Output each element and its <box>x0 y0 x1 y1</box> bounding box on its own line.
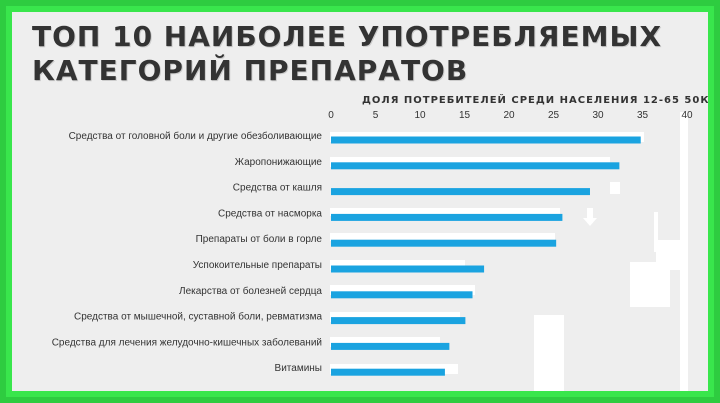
x-tick-label: 10 <box>414 110 426 121</box>
x-tick-label: 0 <box>328 110 334 121</box>
category-label: Средства от головной боли и другие обезб… <box>69 130 323 142</box>
x-tick-label: 25 <box>548 110 560 121</box>
bar <box>331 136 641 144</box>
x-axis-title: ДОЛЯ ПОТРЕБИТЕЛЕЙ СРЕДИ НАСЕЛЕНИЯ 12-65 … <box>362 95 708 106</box>
x-tick-label: 40 <box>681 110 693 121</box>
x-tick-label: 15 <box>459 110 471 121</box>
category-label: Средства для лечения желудочно-кишечных … <box>52 336 322 348</box>
bar <box>331 342 450 350</box>
page-title: ТОП 10 НАИБОЛЕЕ УПОТРЕБЛЯЕМЫХ КАТЕГОРИЙ … <box>32 20 663 87</box>
bar-chart: 0 5 10 15 20 25 30 35 40 Средства от головной бо… <box>52 110 693 391</box>
x-tick-label: 20 <box>503 110 515 121</box>
bar <box>331 368 445 376</box>
x-tick-label: 35 <box>637 110 649 121</box>
category-label: Средства от насморка <box>218 208 322 219</box>
bar <box>331 239 557 247</box>
x-tick-label: 30 <box>592 110 604 121</box>
bar <box>331 162 620 170</box>
category-label: Витамины <box>275 363 322 374</box>
x-tick-label: 5 <box>373 110 379 121</box>
bar <box>331 291 473 299</box>
bar <box>331 265 485 273</box>
category-label: Жаропонижающие <box>235 157 323 168</box>
category-label: Средства от мышечной, суставной боли, ре… <box>74 311 322 323</box>
bar <box>331 188 590 196</box>
x-axis-ticks: 0 5 10 15 20 25 30 35 40 <box>328 110 693 121</box>
bar <box>331 213 563 221</box>
category-label: Лекарства от болезней сердца <box>179 285 322 297</box>
bars <box>331 136 641 376</box>
category-label: Успокоительные препараты <box>193 260 322 271</box>
chart-panel: ТОП 10 НАИБОЛЕЕ УПОТРЕБЛЯЕМЫХ КАТЕГОРИЙ … <box>12 12 708 391</box>
category-label: Средства от кашля <box>233 183 322 194</box>
bar <box>331 317 466 325</box>
category-labels: Средства от головной боли и другие обезб… <box>52 130 323 374</box>
category-label: Препараты от боли в горле <box>196 233 323 245</box>
